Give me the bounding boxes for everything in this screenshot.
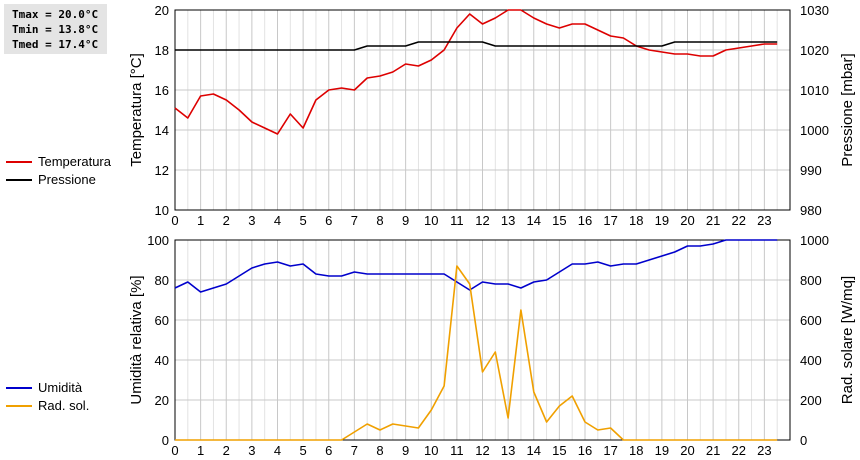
y-left-tick-label: 14 <box>155 123 169 138</box>
x-tick-label: 8 <box>376 443 383 458</box>
y-right-tick-label: 1010 <box>800 83 829 98</box>
x-tick-label: 17 <box>603 443 617 458</box>
x-tick-label: 10 <box>424 213 438 228</box>
y-left-tick-label: 20 <box>155 3 169 18</box>
x-tick-label: 19 <box>655 213 669 228</box>
x-tick-label: 7 <box>351 213 358 228</box>
y-right-tick-label: 200 <box>800 393 822 408</box>
x-tick-label: 13 <box>501 213 515 228</box>
legend-label: Temperatura <box>38 154 112 169</box>
y-right-axis-title: Pressione [mbar] <box>839 53 856 166</box>
y-left-tick-label: 20 <box>155 393 169 408</box>
x-tick-label: 19 <box>655 443 669 458</box>
x-tick-label: 13 <box>501 443 515 458</box>
x-tick-label: 10 <box>424 443 438 458</box>
x-tick-label: 20 <box>680 443 694 458</box>
x-tick-label: 9 <box>402 213 409 228</box>
x-tick-label: 4 <box>274 213 281 228</box>
y-right-tick-label: 1000 <box>800 123 829 138</box>
x-tick-label: 12 <box>475 213 489 228</box>
y-left-axis-title: Temperatura [°C] <box>128 53 145 167</box>
x-tick-label: 14 <box>527 443 541 458</box>
x-tick-label: 23 <box>757 213 771 228</box>
x-tick-label: 4 <box>274 443 281 458</box>
legend-label: Umidità <box>38 380 83 395</box>
x-tick-label: 23 <box>757 443 771 458</box>
x-tick-label: 3 <box>248 443 255 458</box>
x-tick-label: 16 <box>578 443 592 458</box>
x-tick-label: 5 <box>300 443 307 458</box>
series-line-rad-sol <box>175 265 778 441</box>
legend-label: Rad. sol. <box>38 398 89 413</box>
x-tick-label: 17 <box>603 213 617 228</box>
y-left-tick-label: 0 <box>162 433 169 448</box>
y-left-tick-label: 60 <box>155 313 169 328</box>
plot-frame <box>174 9 791 211</box>
x-tick-label: 11 <box>450 443 464 458</box>
y-right-tick-label: 600 <box>800 313 822 328</box>
y-left-tick-label: 12 <box>155 163 169 178</box>
y-right-tick-label: 980 <box>800 203 822 218</box>
y-right-tick-label: 800 <box>800 273 822 288</box>
y-right-tick-label: 0 <box>800 433 807 448</box>
x-tick-label: 16 <box>578 213 592 228</box>
series-line-temperatura <box>174 9 778 135</box>
x-tick-label: 14 <box>527 213 541 228</box>
x-tick-label: 0 <box>171 213 178 228</box>
tmin-text: Tmin = 13.8°C <box>12 23 99 36</box>
x-tick-label: 1 <box>197 443 204 458</box>
x-tick-label: 6 <box>325 443 332 458</box>
x-tick-label: 18 <box>629 443 643 458</box>
x-tick-label: 6 <box>325 213 332 228</box>
x-tick-label: 18 <box>629 213 643 228</box>
x-tick-label: 20 <box>680 213 694 228</box>
x-tick-label: 5 <box>300 213 307 228</box>
x-tick-label: 12 <box>475 443 489 458</box>
y-left-tick-label: 18 <box>155 43 169 58</box>
y-right-tick-label: 1000 <box>800 233 829 248</box>
x-tick-label: 9 <box>402 443 409 458</box>
y-left-tick-label: 100 <box>147 233 169 248</box>
x-tick-label: 3 <box>248 213 255 228</box>
y-right-axis-title: Rad. solare [W/mq] <box>839 276 856 404</box>
y-right-tick-label: 990 <box>800 163 822 178</box>
x-tick-label: 21 <box>706 443 720 458</box>
x-tick-label: 22 <box>732 443 746 458</box>
x-tick-label: 15 <box>552 213 566 228</box>
x-tick-label: 2 <box>223 213 230 228</box>
tmed-text: Tmed = 17.4°C <box>12 38 99 51</box>
x-tick-label: 11 <box>450 213 464 228</box>
x-tick-label: 22 <box>732 213 746 228</box>
series-line-pressione <box>175 41 778 51</box>
y-right-tick-label: 400 <box>800 353 822 368</box>
series-line-umidit <box>174 239 778 293</box>
x-tick-label: 7 <box>351 443 358 458</box>
x-tick-label: 15 <box>552 443 566 458</box>
x-tick-label: 2 <box>223 443 230 458</box>
y-right-tick-label: 1020 <box>800 43 829 58</box>
x-tick-label: 0 <box>171 443 178 458</box>
y-left-tick-label: 16 <box>155 83 169 98</box>
x-tick-label: 21 <box>706 213 720 228</box>
legend-label: Pressione <box>38 172 96 187</box>
y-left-tick-label: 40 <box>155 353 169 368</box>
y-left-tick-label: 80 <box>155 273 169 288</box>
y-right-tick-label: 1030 <box>800 3 829 18</box>
tmax-text: Tmax = 20.0°C <box>12 8 99 21</box>
plot-frame <box>174 239 791 441</box>
stats-box: Tmax = 20.0°C Tmin = 13.8°C Tmed = 17.4°… <box>4 4 107 54</box>
x-tick-label: 1 <box>197 213 204 228</box>
y-left-tick-label: 10 <box>155 203 169 218</box>
y-left-axis-title: Umidità relativa [%] <box>128 275 145 404</box>
x-tick-label: 8 <box>376 213 383 228</box>
